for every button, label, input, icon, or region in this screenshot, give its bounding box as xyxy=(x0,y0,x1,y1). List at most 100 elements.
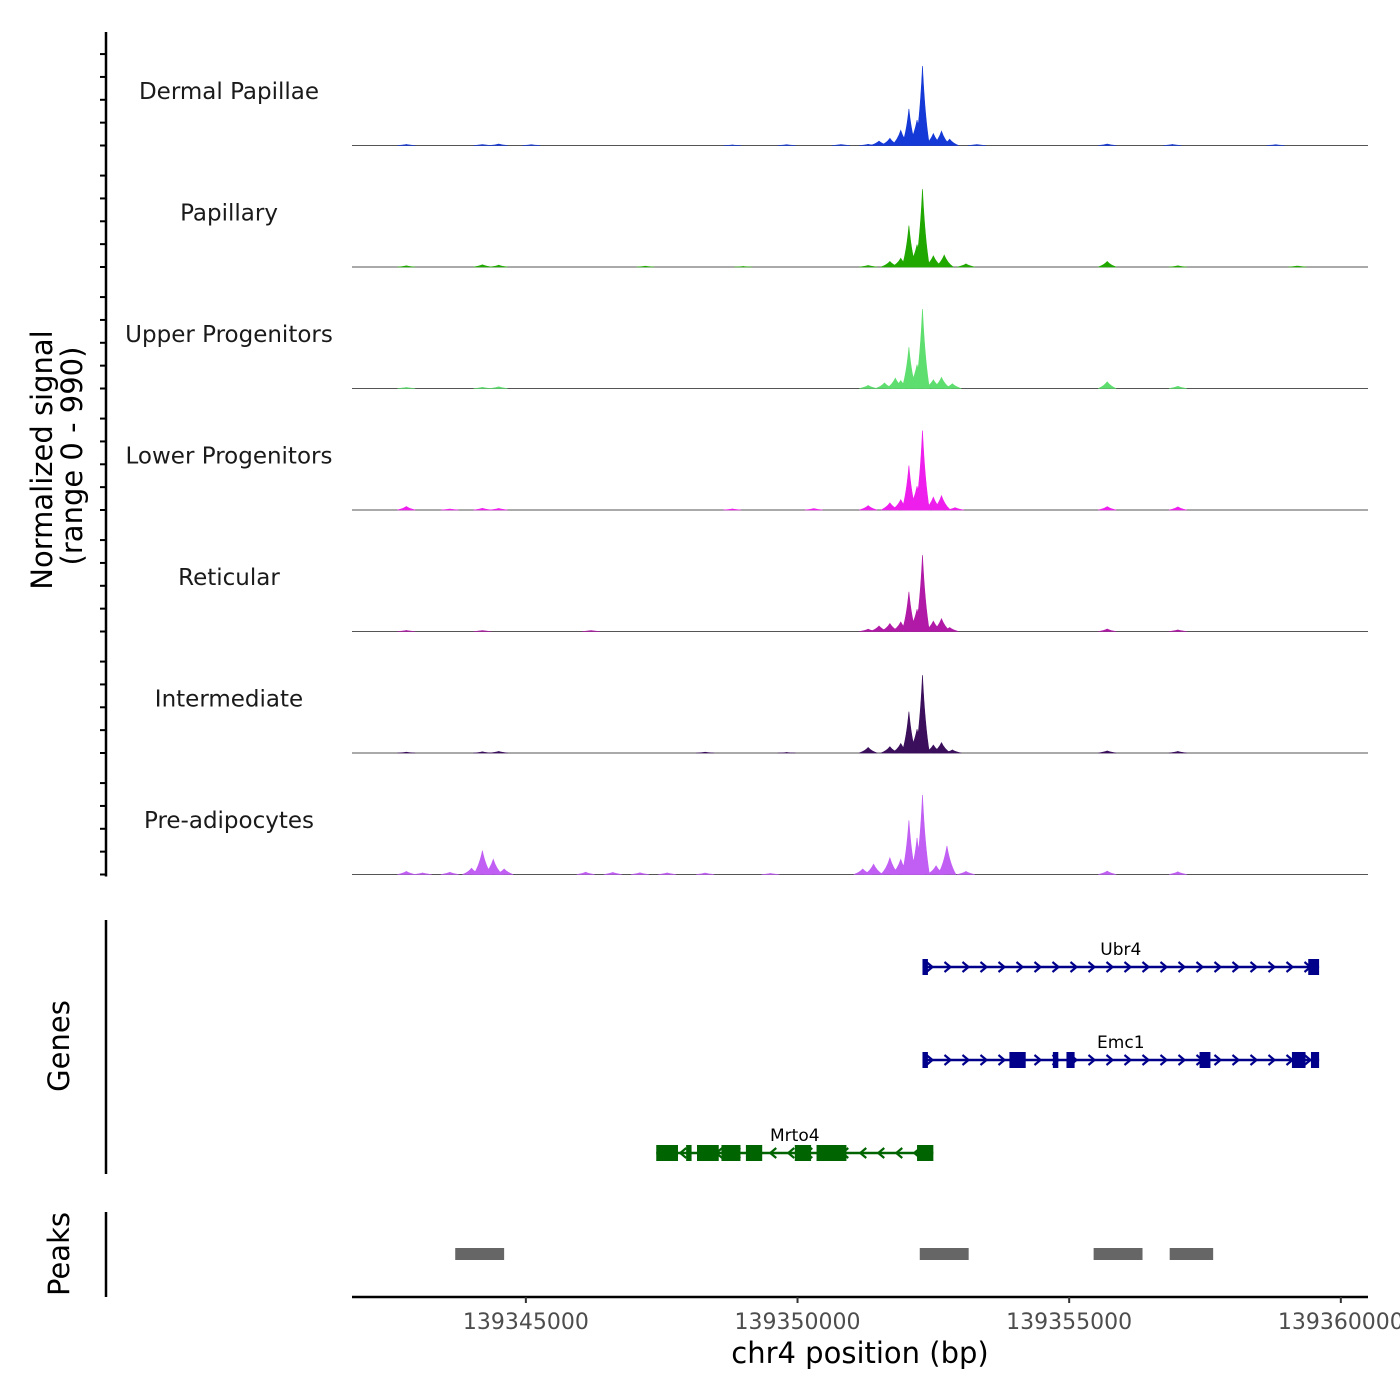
signal-peak xyxy=(397,144,416,146)
signal-peak xyxy=(915,308,930,389)
x-tick-label: 139350000 xyxy=(735,1310,861,1335)
peak-region xyxy=(919,1248,969,1260)
strand-arrow xyxy=(1249,961,1259,973)
signal-peak xyxy=(397,870,416,875)
signal-peak xyxy=(696,751,715,754)
signal-peak xyxy=(413,872,432,875)
signal-peak xyxy=(473,264,492,268)
strand-arrow xyxy=(1267,961,1277,973)
signal-peak xyxy=(397,506,416,511)
strand-arrow xyxy=(1141,961,1151,973)
signal-peak xyxy=(1098,143,1117,146)
signal-peak xyxy=(734,266,753,268)
exon xyxy=(686,1145,692,1161)
signal-peak xyxy=(943,749,962,754)
signal-peak xyxy=(489,386,508,389)
strand-arrow xyxy=(1231,1054,1241,1066)
signal-peak xyxy=(636,265,655,268)
signal-peak xyxy=(397,387,416,389)
signal-peak xyxy=(473,751,492,754)
signal-peak xyxy=(863,863,884,875)
signal-peak xyxy=(859,384,878,389)
signal-peak xyxy=(1168,751,1187,754)
signal-peak xyxy=(943,383,962,389)
exon xyxy=(1052,1052,1059,1068)
strand-arrow xyxy=(768,1147,777,1159)
strand-arrow xyxy=(1105,961,1115,973)
gene-label: Mrto4 xyxy=(770,1126,820,1146)
signal-peak xyxy=(915,65,930,146)
gene-emc1: Emc1 xyxy=(922,1033,1320,1068)
strand-arrow xyxy=(1033,961,1043,973)
signal-peak xyxy=(915,555,930,632)
signal-peak xyxy=(473,507,492,511)
track-label: Upper Progenitors xyxy=(125,322,333,348)
signal-peak xyxy=(658,872,677,875)
strand-arrow xyxy=(1195,961,1205,973)
signal-track-upper-progenitors: Upper Progenitors xyxy=(125,308,1368,389)
strand-arrow xyxy=(961,1054,971,1066)
strand-arrow xyxy=(1285,961,1295,973)
strand-arrow xyxy=(1033,1054,1043,1066)
strand-arrow xyxy=(925,961,935,973)
genes-y-axis-title: Genes xyxy=(42,1000,76,1092)
strand-arrow xyxy=(678,1147,687,1159)
strand-arrow xyxy=(1087,961,1097,973)
strand-arrow xyxy=(786,1147,795,1159)
genes-panel: Ubr4 Emc1 Mrto4 xyxy=(104,920,1320,1174)
signal-track-intermediate: Intermediate xyxy=(155,675,1368,754)
signal-peak xyxy=(1098,381,1117,389)
signal-peak xyxy=(859,505,878,511)
strand-arrow xyxy=(1231,961,1241,973)
exon xyxy=(745,1145,763,1161)
gene-label: Emc1 xyxy=(1097,1033,1144,1053)
signal-peak xyxy=(1168,871,1187,875)
signal-peak xyxy=(495,868,514,875)
strand-arrow xyxy=(997,1054,1007,1066)
exon xyxy=(1310,1052,1320,1068)
signal-track-dermal-papillae: Dermal Papillae xyxy=(139,65,1368,146)
x-tick-label: 139355000 xyxy=(1006,1310,1132,1335)
signal-peak xyxy=(696,872,715,875)
strand-arrow xyxy=(1303,1054,1313,1066)
track-label: Reticular xyxy=(178,565,280,591)
strand-arrow xyxy=(1105,1054,1115,1066)
exon xyxy=(922,1052,928,1068)
strand-arrow xyxy=(894,1147,903,1159)
signal-peak xyxy=(915,189,930,268)
signal-peak xyxy=(804,508,823,511)
strand-arrow xyxy=(979,961,989,973)
signal-track-papillary: Papillary xyxy=(180,189,1368,268)
strand-arrow xyxy=(1051,961,1061,973)
signal-peak xyxy=(489,508,508,511)
strand-arrow xyxy=(961,961,971,973)
signal-peak xyxy=(489,264,508,268)
signal-peak xyxy=(956,263,976,268)
signal-peak xyxy=(1288,265,1307,268)
strand-arrow xyxy=(1177,1054,1187,1066)
signal-peak xyxy=(937,845,957,875)
exon xyxy=(1291,1052,1306,1068)
signal-peak xyxy=(915,794,930,875)
signal-peak xyxy=(489,751,508,754)
signal-peak xyxy=(940,138,959,146)
strand-arrow xyxy=(1141,1054,1151,1066)
strand-arrow xyxy=(1267,1054,1277,1066)
signal-peak xyxy=(1266,144,1285,146)
strand-arrow xyxy=(1213,961,1223,973)
signal-peak xyxy=(1163,144,1182,146)
signal-peak xyxy=(859,265,878,268)
strand-arrow xyxy=(1123,961,1133,973)
signal-peak xyxy=(915,675,930,754)
strand-arrow xyxy=(858,1147,867,1159)
signal-peak xyxy=(859,746,878,754)
signal-peak xyxy=(1168,506,1187,511)
signal-peak xyxy=(440,508,459,511)
peak-region xyxy=(1093,1248,1143,1260)
strand-arrow xyxy=(1177,961,1187,973)
signal-peak xyxy=(831,144,851,146)
signal-y-axis-range: (range 0 - 990) xyxy=(55,347,89,566)
signal-peak xyxy=(576,871,595,875)
signal-peak xyxy=(940,627,959,632)
signal-peak xyxy=(1098,628,1117,632)
